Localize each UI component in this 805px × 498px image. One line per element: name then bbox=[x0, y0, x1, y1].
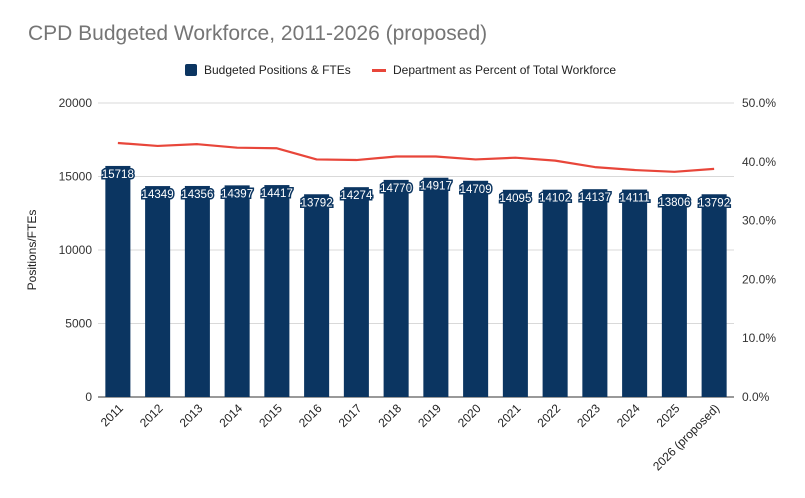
bar-data-label: 14417 bbox=[261, 188, 293, 200]
bar-data-label: 14102 bbox=[539, 193, 571, 205]
bar bbox=[383, 179, 409, 397]
percent-line bbox=[117, 141, 715, 173]
bar-data-label: 14111 bbox=[619, 193, 649, 205]
bar bbox=[145, 186, 171, 397]
x-tick-label: 2014 bbox=[216, 401, 245, 430]
bar bbox=[582, 189, 608, 397]
x-tick-label: 2011 bbox=[98, 401, 126, 429]
bar-data-label: 14397 bbox=[221, 188, 253, 200]
x-tick-label: 2013 bbox=[177, 401, 206, 430]
bar bbox=[463, 180, 489, 397]
bar bbox=[542, 189, 568, 397]
y-tick-label: 10000 bbox=[59, 243, 93, 257]
x-tick-label: 2015 bbox=[256, 401, 285, 430]
bar-data-label: 14137 bbox=[579, 192, 611, 204]
x-tick-label: 2022 bbox=[534, 401, 563, 430]
y2-tick-label: 0.0% bbox=[742, 390, 770, 404]
legend: Budgeted Positions & FTEs Department as … bbox=[0, 63, 805, 83]
bar-data-label: 14917 bbox=[420, 181, 452, 193]
y-tick-label: 5000 bbox=[65, 317, 92, 331]
bar-data-label: 14274 bbox=[340, 190, 373, 202]
y-axis-label: Positions/FTEs bbox=[25, 210, 39, 291]
x-tick-label: 2024 bbox=[614, 401, 643, 430]
bar-data-label: 14095 bbox=[499, 193, 531, 205]
bar-data-label: 14770 bbox=[380, 183, 412, 195]
x-tick-label: 2018 bbox=[375, 401, 404, 430]
bar bbox=[622, 189, 648, 397]
x-tick-label: 2012 bbox=[137, 401, 166, 430]
bar bbox=[224, 185, 250, 397]
legend-bar-swatch bbox=[185, 64, 197, 76]
bar-data-label: 15718 bbox=[102, 169, 134, 181]
bar-data-label: 13806 bbox=[658, 197, 690, 209]
y2-tick-label: 50.0% bbox=[742, 96, 776, 110]
y2-tick-label: 10.0% bbox=[742, 331, 776, 345]
x-tick-label: 2021 bbox=[495, 401, 524, 430]
legend-label-bars: Budgeted Positions & FTEs bbox=[204, 63, 351, 77]
x-tick-label: 2016 bbox=[296, 401, 325, 430]
bar bbox=[184, 185, 210, 397]
x-tick-label: 2019 bbox=[415, 401, 444, 430]
y2-tick-label: 30.0% bbox=[742, 214, 776, 228]
legend-item-line[interactable]: Department as Percent of Total Workforce bbox=[372, 63, 616, 77]
bar-data-label: 13792 bbox=[301, 197, 333, 209]
bar-data-label: 14709 bbox=[460, 184, 492, 196]
bar bbox=[502, 189, 528, 397]
legend-line-swatch bbox=[372, 68, 386, 72]
legend-item-bars[interactable]: Budgeted Positions & FTEs bbox=[185, 63, 351, 77]
x-tick-label: 2020 bbox=[455, 401, 484, 430]
bar-data-label: 14356 bbox=[181, 189, 213, 201]
y2-tick-label: 40.0% bbox=[742, 155, 776, 169]
x-tick-label: 2023 bbox=[574, 401, 603, 430]
bar bbox=[423, 177, 449, 397]
y-tick-label: 20000 bbox=[59, 96, 93, 110]
bar bbox=[105, 165, 131, 397]
bar-data-label: 13792 bbox=[698, 197, 730, 209]
y-tick-label: 0 bbox=[85, 390, 92, 404]
bar bbox=[343, 187, 369, 397]
y2-tick-label: 20.0% bbox=[742, 272, 776, 286]
bar bbox=[661, 194, 687, 397]
x-tick-label: 2025 bbox=[654, 401, 683, 430]
legend-label-line: Department as Percent of Total Workforce bbox=[393, 63, 616, 77]
chart-title: CPD Budgeted Workforce, 2011-2026 (propo… bbox=[28, 22, 488, 45]
bar bbox=[701, 194, 727, 397]
x-tick-label: 2017 bbox=[336, 401, 365, 430]
bar bbox=[264, 185, 290, 397]
y-tick-label: 15000 bbox=[59, 170, 93, 184]
bar-data-label: 14349 bbox=[142, 189, 174, 201]
bar bbox=[304, 194, 330, 397]
